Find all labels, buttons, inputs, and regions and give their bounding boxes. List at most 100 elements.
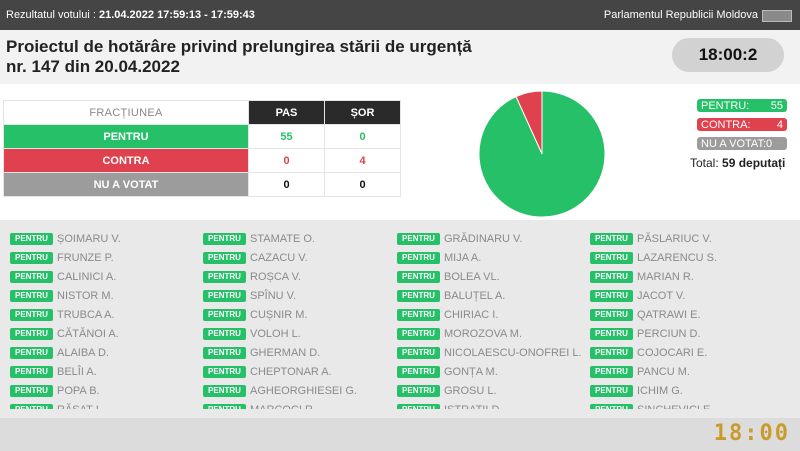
vote-badge: PENTRU: [203, 346, 246, 359]
vote-badge: PENTRU: [397, 346, 440, 359]
table-row: PENTRU 55 0: [3, 124, 401, 149]
list-item: PENTRU ALAIBA D.: [10, 343, 200, 362]
cell-sor-pentru: 0: [324, 124, 401, 149]
legend: PENTRU: 55 CONTRA: 4 NU A VOTAT:0 Total: 5…: [690, 99, 787, 170]
list-item: PENTRU VOLOH L.: [203, 324, 393, 343]
vote-badge: PENTRU: [203, 270, 246, 283]
deputy-name: BALUȚEL A.: [444, 289, 506, 302]
vote-badge: PENTRU: [203, 327, 246, 340]
row-label-nu-a-votat: NU A VOTAT: [3, 172, 249, 197]
list-item: PENTRU ROȘCA V.: [203, 267, 393, 286]
vote-badge: PENTRU: [203, 251, 246, 264]
vote-badge: PENTRU: [203, 384, 246, 397]
institution-name: Parlamentul Republicii Moldova: [603, 9, 758, 21]
vote-badge: PENTRU: [590, 270, 633, 283]
legend-nu-a-votat-label: NU A VOTAT:0: [701, 137, 773, 150]
deputy-name: AGHEORGHIESEI G.: [250, 384, 357, 397]
deputy-name: POPA B.: [57, 384, 100, 397]
deputy-name: PERCIUN D.: [637, 327, 701, 340]
vote-badge: PENTRU: [10, 289, 53, 302]
cell-pas-nu-a-votat: 0: [248, 172, 325, 197]
header-sor: ȘOR: [324, 100, 401, 125]
deputy-name: CALINICI A.: [57, 270, 117, 283]
vote-badge: PENTRU: [397, 365, 440, 378]
deputy-name: LAZARENCU S.: [637, 251, 718, 264]
vote-badge: PENTRU: [397, 270, 440, 283]
list-item: PENTRU QATRAWI E.: [590, 305, 780, 324]
total-value: 59 deputați: [722, 156, 786, 170]
list-item: PENTRU GROSU L.: [397, 381, 587, 400]
vote-badge: PENTRU: [397, 289, 440, 302]
header-pas: PAS: [248, 100, 325, 125]
deputies-column-1: PENTRU ȘOIMARU V. PENTRU FRUNZE P. PENTRU CAL…: [10, 229, 200, 418]
legend-contra-label: CONTRA:: [701, 118, 751, 131]
vote-badge: PENTRU: [203, 289, 246, 302]
list-item: PENTRU MARIAN R.: [590, 267, 780, 286]
pie-slice-pentru: [478, 90, 606, 218]
list-item: PENTRU GONȚA M.: [397, 362, 587, 381]
page-title: Proiectul de hotărâre privind prelungire…: [6, 37, 526, 77]
list-top-clip: [0, 220, 800, 229]
top-bar: Rezultatul votului : 21.04.2022 17:59:13…: [0, 0, 800, 30]
title-bar: Proiectul de hotărâre privind prelungire…: [0, 30, 800, 84]
deputies-column-3: PENTRU GRĂDINARU V. PENTRU MIJA A. PENTRU BOL…: [397, 229, 587, 418]
list-item: PENTRU LAZARENCU S.: [590, 248, 780, 267]
deputy-name: CUȘNIR M.: [250, 308, 308, 321]
list-item: PENTRU PĂSLARIUC V.: [590, 229, 780, 248]
vote-badge: PENTRU: [10, 346, 53, 359]
list-item: PENTRU PANCU M.: [590, 362, 780, 381]
deputy-name: MOROZOVA M.: [444, 327, 523, 340]
deputy-name: QATRAWI E.: [637, 308, 701, 321]
deputy-name: FRUNZE P.: [57, 251, 114, 264]
list-item: PENTRU GRĂDINARU V.: [397, 229, 587, 248]
vote-badge: PENTRU: [10, 365, 53, 378]
vote-badge: PENTRU: [590, 308, 633, 321]
vote-badge: PENTRU: [397, 327, 440, 340]
deputy-name: VOLOH L.: [250, 327, 301, 340]
deputies-column-4: PENTRU PĂSLARIUC V. PENTRU LAZARENCU S. PENT…: [590, 229, 780, 418]
vote-info-prefix: Rezultatul votului :: [6, 9, 96, 21]
list-item: PENTRU CHEPTONAR A.: [203, 362, 393, 381]
vote-badge: PENTRU: [10, 327, 53, 340]
vote-badge: PENTRU: [590, 289, 633, 302]
deputy-name: NISTOR M.: [57, 289, 114, 302]
total-deputies: Total: 59 deputați: [690, 156, 787, 170]
list-item: PENTRU MIJA A.: [397, 248, 587, 267]
deputy-name: ȘOIMARU V.: [57, 232, 121, 245]
list-item: PENTRU CĂTĂNOI A.: [10, 324, 200, 343]
clock: 18:00:2: [672, 38, 784, 72]
list-item: PENTRU BOLEA VL.: [397, 267, 587, 286]
title-line-2: nr. 147 din 20.04.2022: [6, 57, 180, 76]
vote-badge: PENTRU: [10, 308, 53, 321]
deputy-name: CHIRIAC I.: [444, 308, 499, 321]
legend-contra: CONTRA: 4: [697, 118, 787, 131]
vote-badge: PENTRU: [397, 251, 440, 264]
deputy-name: MARIAN R.: [637, 270, 694, 283]
deputy-name: BOLEA VL.: [444, 270, 500, 283]
deputy-name: COJOCARI E.: [637, 346, 708, 359]
vote-badge: PENTRU: [203, 365, 246, 378]
deputy-name: ALAIBA D.: [57, 346, 109, 359]
vote-badge: PENTRU: [590, 251, 633, 264]
deputy-name: GROSU L.: [444, 384, 497, 397]
list-item: PENTRU STAMATE O.: [203, 229, 393, 248]
deputy-name: PANCU M.: [637, 365, 690, 378]
parliament-emblem-icon: [762, 10, 792, 22]
cell-sor-contra: 4: [324, 148, 401, 173]
list-item: PENTRU FRUNZE P.: [10, 248, 200, 267]
cell-pas-contra: 0: [248, 148, 325, 173]
total-label: Total:: [690, 156, 719, 170]
list-item: PENTRU JACOT V.: [590, 286, 780, 305]
vote-info: Rezultatul votului : 21.04.2022 17:59:13…: [6, 9, 255, 21]
deputy-name: BELÎI A.: [57, 365, 97, 378]
list-item: PENTRU CHIRIAC I.: [397, 305, 587, 324]
corner-clock: 18:00: [713, 421, 790, 446]
list-item: PENTRU BALUȚEL A.: [397, 286, 587, 305]
table-header: FRACȚIUNEA PAS ȘOR: [3, 100, 401, 125]
list-item: PENTRU POPA B.: [10, 381, 200, 400]
title-line-1: Proiectul de hotărâre privind prelungire…: [6, 37, 472, 56]
list-item: PENTRU NICOLAESCU-ONOFREI L.: [397, 343, 587, 362]
deputy-name: JACOT V.: [637, 289, 686, 302]
list-item: PENTRU ICHIM G.: [590, 381, 780, 400]
deputy-name: GHERMAN D.: [250, 346, 321, 359]
